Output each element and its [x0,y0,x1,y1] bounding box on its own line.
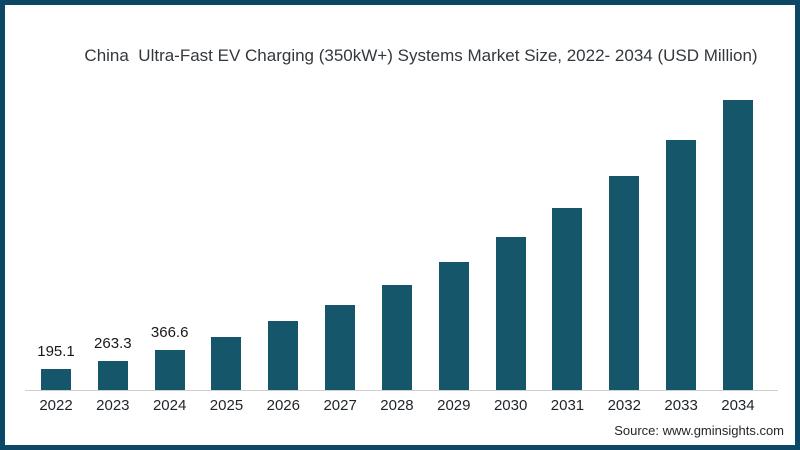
bar-group [438,262,469,390]
bar-group [722,100,753,390]
bar-group [268,321,299,390]
bar-group [325,304,356,390]
bar-group [552,207,583,390]
bar-value-label: 366.6 [150,324,189,342]
bar [154,350,185,390]
bar-series: 195.1 263.3 366.6 [37,100,753,390]
bar [381,285,412,390]
bar-group [211,336,242,390]
bar [722,100,753,390]
bar [325,304,356,390]
x-axis-labels: 2022 2023 2024 2025 2026 2027 2028 2029 2030 2031… [39,397,755,414]
chart-title: China Ultra-Fast EV Charging (350kW+) Sy… [84,46,758,65]
x-tick-label: 2023 [96,397,130,414]
x-tick-label: 2028 [380,397,414,414]
bar-group [381,285,412,390]
source-attribution: Source: www.gminsights.com [614,423,784,438]
bar-value-label: 195.1 [37,342,75,360]
bar-group [495,237,526,390]
bar [552,207,583,390]
bar-group: 263.3 [94,336,132,390]
bar [268,321,299,390]
x-tick-label: 2030 [493,397,528,414]
x-axis-line [25,390,778,391]
bar [609,176,640,390]
x-tick-label: 2032 [607,397,641,414]
x-tick-label: 2031 [550,397,585,414]
bar [211,336,242,390]
bar-value-label: 263.3 [94,335,132,353]
x-tick-label: 2029 [437,397,471,414]
x-tick-label: 2024 [152,397,187,414]
x-tick-label: 2026 [266,397,300,414]
x-tick-label: 2025 [209,397,244,414]
bar-group: 195.1 [37,344,75,390]
x-tick-label: 2034 [721,397,755,414]
bar-group [609,176,640,390]
bar [41,368,71,390]
bar [495,237,526,390]
bar [97,361,128,390]
bar-group: 366.6 [151,325,188,390]
x-tick-label: 2033 [664,397,698,414]
bar [666,140,697,390]
bar-group [666,140,697,390]
bar [438,262,469,390]
x-tick-label: 2022 [39,397,73,414]
x-tick-label: 2027 [323,397,357,414]
